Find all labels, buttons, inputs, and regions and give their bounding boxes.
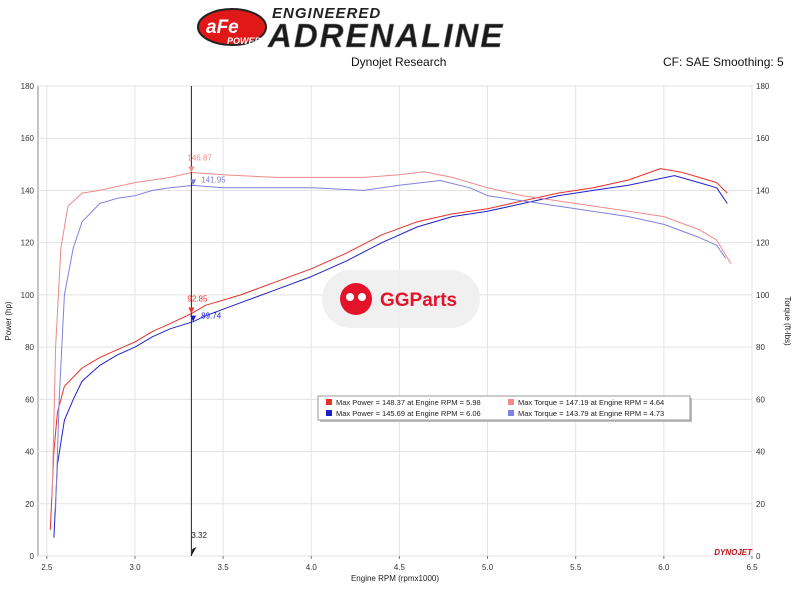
y-tick-left: 120 [21,239,35,248]
y-tick-right: 0 [756,552,761,561]
data-point-marker [190,179,197,186]
x-tick-label: 3.0 [129,563,141,572]
y-tick-right: 60 [756,395,765,404]
y-axis-label-left: Power (hp) [4,301,13,340]
y-tick-right: 140 [756,186,770,195]
data-point-label: 146.87 [187,154,212,163]
brand-main: ADRENALINE [267,17,504,54]
logo-sub: POWER [227,36,262,46]
y-tick-right: 180 [756,82,770,91]
x-tick-label: 6.0 [658,563,670,572]
x-tick-label: 4.0 [306,563,318,572]
cursor-arrow-icon [191,547,197,556]
ggparts-logo-eye [358,293,366,301]
series-line-power-red [49,168,728,530]
y-tick-right: 120 [756,239,770,248]
y-tick-left: 80 [25,343,34,352]
ggparts-logo-icon [340,283,372,315]
series-line-torque-red [51,171,732,499]
data-point-label: 89.74 [201,312,222,321]
x-tick-label: 6.5 [746,563,758,572]
dyno-source-caption: Dynojet Research [351,55,447,69]
ggparts-logo-eye [346,293,354,301]
y-tick-right: 40 [756,448,765,457]
y-tick-left: 40 [25,448,34,457]
x-tick-label: 4.5 [394,563,406,572]
legend-entry: Max Torque = 147.19 at Engine RPM = 4.64 [518,398,664,407]
legend-box [317,395,691,421]
legend-entry: Max Torque = 143.79 at Engine RPM = 4.73 [518,409,664,418]
cursor-value-label: 3.32 [191,531,207,540]
afe-logo-icon: aFe POWER [197,8,267,46]
data-point-label: 141.95 [201,175,226,184]
y-tick-right: 160 [756,134,770,143]
x-tick-label: 2.5 [41,563,53,572]
x-tick-label: 5.5 [570,563,582,572]
y-tick-left: 140 [21,186,35,195]
series-line-torque-blue [55,180,727,510]
legend-swatch [326,399,332,405]
legend-swatch [508,410,514,416]
dynojet-footer-logo: DYNOJET [714,548,753,557]
watermark-text: GGParts [380,290,457,311]
brand-banner: aFe POWER ENGINEERED ADRENALINE [197,5,504,54]
y-tick-left: 180 [21,82,35,91]
y-tick-right: 100 [756,291,770,300]
legend-entry: Max Power = 148.37 at Engine RPM = 5.98 [336,398,481,407]
x-tick-label: 3.5 [218,563,230,572]
x-tick-label: 5.0 [482,563,494,572]
y-tick-right: 20 [756,500,765,509]
data-point-marker [188,166,195,173]
brand-top: ENGINEERED [272,5,381,22]
data-point-label: 92.85 [187,295,208,304]
legend-swatch [326,410,332,416]
correction-caption: CF: SAE Smoothing: 5 [663,55,784,69]
legend-entry: Max Power = 145.69 at Engine RPM = 6.06 [336,409,481,418]
series-line-power-blue [53,175,728,538]
y-tick-left: 20 [25,500,34,509]
y-axis-label-right: Torque (ft-lbs) [783,296,792,346]
y-tick-left: 60 [25,395,34,404]
x-axis-label: Engine RPM (rpmx1000) [351,574,439,583]
y-tick-left: 160 [21,134,35,143]
data-point-marker [188,307,195,314]
legend-swatch [508,399,514,405]
y-tick-left: 0 [30,552,35,561]
y-tick-right: 80 [756,343,765,352]
y-tick-left: 100 [21,291,35,300]
logo-text: aFe [206,17,239,38]
data-point-marker [190,315,197,322]
